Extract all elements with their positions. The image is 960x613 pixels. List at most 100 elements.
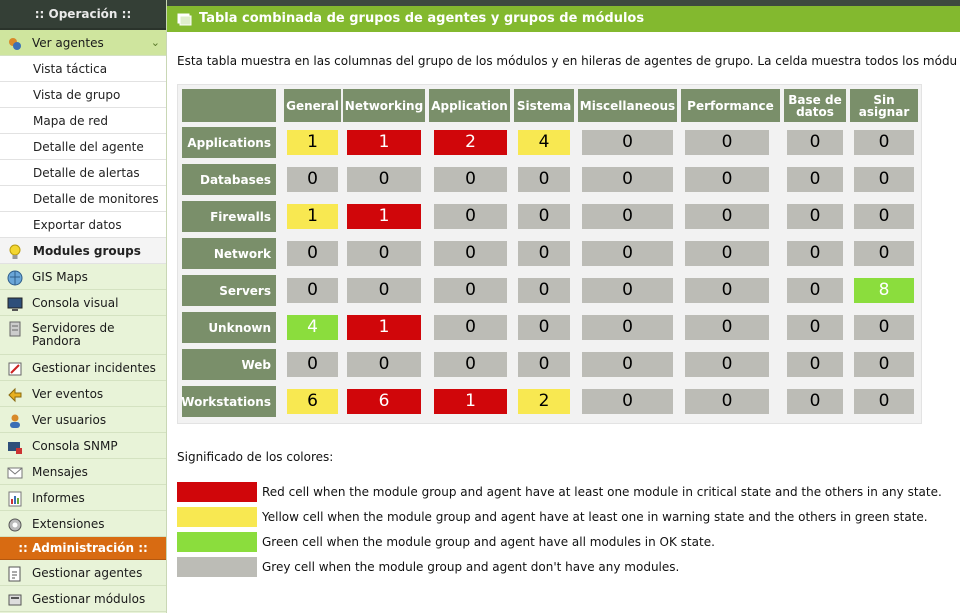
menu-gestionar-agentes[interactable]: Gestionar agentes: [0, 560, 166, 586]
matrix-cell[interactable]: 0: [787, 278, 843, 303]
matrix-cell[interactable]: 0: [854, 204, 914, 229]
matrix-cell[interactable]: 0: [582, 389, 673, 414]
submenu-vista-de-grupo[interactable]: Vista de grupo: [0, 82, 166, 108]
matrix-cell[interactable]: 0: [685, 389, 769, 414]
matrix-cell[interactable]: 6: [347, 389, 421, 414]
submenu-mapa-de-red[interactable]: Mapa de red: [0, 108, 166, 134]
matrix-cell[interactable]: 0: [787, 389, 843, 414]
matrix-cell[interactable]: 0: [854, 241, 914, 266]
matrix-cell[interactable]: 0: [685, 241, 769, 266]
matrix-cell[interactable]: 0: [685, 130, 769, 155]
matrix-cell[interactable]: 1: [287, 204, 338, 229]
matrix-cell[interactable]: 0: [434, 167, 507, 192]
matrix-cell[interactable]: 0: [685, 352, 769, 377]
matrix-cell[interactable]: 1: [347, 315, 421, 340]
matrix-cell[interactable]: 0: [787, 352, 843, 377]
column-header: Performance: [681, 89, 780, 122]
matrix-cell[interactable]: 1: [287, 130, 338, 155]
matrix-cell[interactable]: 0: [854, 130, 914, 155]
matrix-cell[interactable]: 0: [787, 241, 843, 266]
matrix-cell[interactable]: 0: [582, 278, 673, 303]
menu-gis-maps[interactable]: GIS Maps: [0, 264, 166, 290]
row-header: Network: [182, 238, 276, 269]
matrix-cell[interactable]: 0: [518, 241, 570, 266]
menu-servidores-de-pandora[interactable]: Servidores de Pandora: [0, 316, 166, 355]
legend-entry: Grey cell when the module group and agen…: [177, 557, 957, 577]
matrix-cell[interactable]: 8: [854, 278, 914, 303]
menu-ver-usuarios[interactable]: Ver usuarios: [0, 407, 166, 433]
submenu-exportar-datos[interactable]: Exportar datos: [0, 212, 166, 238]
matrix-cell[interactable]: 0: [582, 204, 673, 229]
matrix-cell[interactable]: 0: [854, 315, 914, 340]
matrix-cell[interactable]: 0: [518, 352, 570, 377]
matrix-cell[interactable]: 0: [685, 278, 769, 303]
matrix-cell[interactable]: 0: [685, 204, 769, 229]
menu-consola-visual[interactable]: Consola visual: [0, 290, 166, 316]
matrix-cell[interactable]: 0: [347, 278, 421, 303]
menu-ver-agentes[interactable]: Ver agentes ⌄: [0, 30, 166, 56]
chevron-down-icon[interactable]: ⌄: [150, 36, 160, 49]
menu-gestionar-incidentes-label: Gestionar incidentes: [32, 361, 156, 375]
snmp-icon: [7, 438, 23, 454]
matrix-cell[interactable]: 0: [582, 315, 673, 340]
matrix-cell[interactable]: 0: [854, 389, 914, 414]
matrix-cell[interactable]: 0: [434, 352, 507, 377]
matrix-cell[interactable]: 0: [518, 167, 570, 192]
menu-ver-eventos[interactable]: Ver eventos: [0, 381, 166, 407]
matrix-cell[interactable]: 0: [787, 204, 843, 229]
matrix-cell[interactable]: 0: [787, 167, 843, 192]
legend-swatch: [177, 507, 257, 527]
page-title: Tabla combinada de grupos de agentes y g…: [199, 11, 645, 26]
matrix-cell[interactable]: 0: [347, 241, 421, 266]
row-header: Unknown: [182, 312, 276, 343]
submenu-detalle-de-alertas[interactable]: Detalle de alertas: [0, 160, 166, 186]
matrix-cell[interactable]: 0: [287, 241, 338, 266]
menu-consola-snmp[interactable]: Consola SNMP: [0, 433, 166, 459]
matrix-cell[interactable]: 0: [518, 204, 570, 229]
matrix-cell[interactable]: 0: [518, 278, 570, 303]
menu-informes[interactable]: Informes: [0, 485, 166, 511]
matrix-cell[interactable]: 0: [434, 278, 507, 303]
matrix-cell[interactable]: 1: [434, 389, 507, 414]
submenu-modules-groups[interactable]: Modules groups: [0, 238, 166, 264]
matrix-cell[interactable]: 0: [287, 352, 338, 377]
matrix-cell[interactable]: 0: [685, 315, 769, 340]
matrix-cell[interactable]: 0: [582, 241, 673, 266]
column-header: Miscellaneous: [578, 89, 677, 122]
submenu-detalle-de-monitores[interactable]: Detalle de monitores: [0, 186, 166, 212]
matrix-cell[interactable]: 0: [787, 130, 843, 155]
matrix-cell[interactable]: 0: [287, 167, 338, 192]
matrix-cell[interactable]: 0: [347, 167, 421, 192]
matrix-cell[interactable]: 0: [854, 167, 914, 192]
matrix-cell[interactable]: 2: [434, 130, 507, 155]
matrix-cell[interactable]: 0: [582, 352, 673, 377]
matrix-cell[interactable]: 2: [518, 389, 570, 414]
menu-mensajes-label: Mensajes: [32, 465, 88, 479]
submenu-detalle-del-agente[interactable]: Detalle del agente: [0, 134, 166, 160]
matrix-cell[interactable]: 0: [347, 352, 421, 377]
matrix-cell[interactable]: 0: [518, 315, 570, 340]
matrix-cell[interactable]: 1: [347, 204, 421, 229]
row-header: Servers: [182, 275, 276, 306]
matrix-cell[interactable]: 0: [685, 167, 769, 192]
menu-extensiones[interactable]: Extensiones: [0, 511, 166, 537]
matrix-cell[interactable]: 6: [287, 389, 338, 414]
submenu-vista-tactica[interactable]: Vista táctica: [0, 56, 166, 82]
matrix-cell[interactable]: 0: [287, 278, 338, 303]
menu-gestionar-modulos[interactable]: Gestionar módulos: [0, 586, 166, 612]
menu-mensajes[interactable]: Mensajes: [0, 459, 166, 485]
matrix-cell[interactable]: 0: [434, 204, 507, 229]
intro-text: Esta tabla muestra en las columnas del g…: [177, 54, 957, 68]
menu-gestionar-agentes-label: Gestionar agentes: [32, 566, 143, 580]
matrix-cell[interactable]: 4: [518, 130, 570, 155]
matrix-cell[interactable]: 0: [854, 352, 914, 377]
matrix-cell[interactable]: 4: [287, 315, 338, 340]
matrix-cell[interactable]: 0: [434, 315, 507, 340]
admin-section-header: :: Administración ::: [0, 537, 166, 560]
matrix-cell[interactable]: 1: [347, 130, 421, 155]
matrix-cell[interactable]: 0: [787, 315, 843, 340]
matrix-cell[interactable]: 0: [434, 241, 507, 266]
matrix-cell[interactable]: 0: [582, 167, 673, 192]
matrix-cell[interactable]: 0: [582, 130, 673, 155]
menu-gestionar-incidentes[interactable]: Gestionar incidentes: [0, 355, 166, 381]
